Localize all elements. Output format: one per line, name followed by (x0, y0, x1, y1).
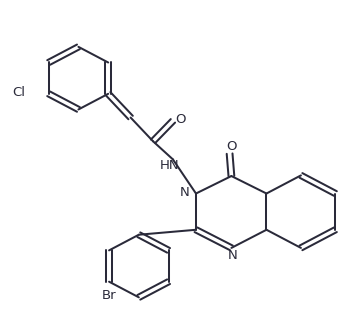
Text: Cl: Cl (12, 86, 25, 99)
Text: HN: HN (160, 159, 180, 172)
Text: N: N (180, 186, 189, 199)
Text: O: O (226, 140, 237, 153)
Text: O: O (176, 113, 186, 126)
Text: Br: Br (102, 289, 117, 302)
Text: N: N (227, 249, 237, 261)
